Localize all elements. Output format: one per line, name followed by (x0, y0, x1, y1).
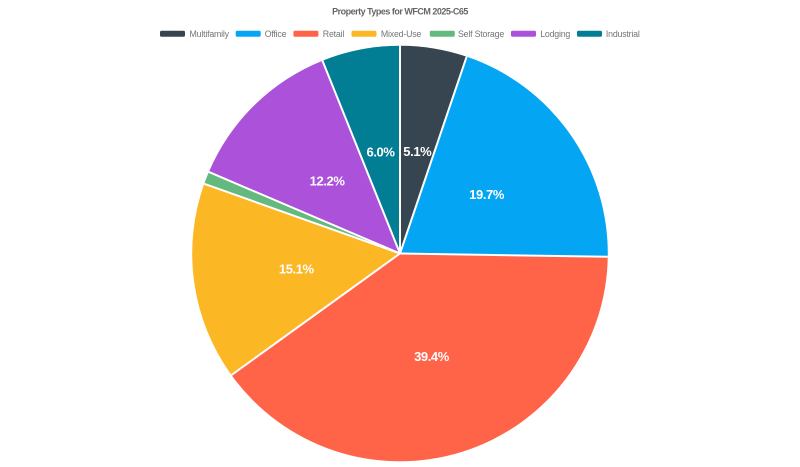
svg-text:Office: Office (265, 29, 287, 39)
svg-text:Property Types for WFCM 2025-C: Property Types for WFCM 2025-C65 (332, 7, 468, 17)
svg-text:Industrial: Industrial (606, 29, 640, 39)
svg-text:Mixed-Use: Mixed-Use (381, 29, 422, 39)
svg-text:Retail: Retail (323, 29, 345, 39)
svg-text:Self Storage: Self Storage (458, 29, 504, 39)
svg-text:6.0%: 6.0% (366, 144, 395, 159)
svg-text:39.4%: 39.4% (414, 349, 450, 364)
svg-text:15.1%: 15.1% (279, 262, 315, 277)
svg-text:12.2%: 12.2% (310, 174, 346, 189)
svg-text:Lodging: Lodging (540, 29, 570, 39)
svg-text:Multifamily: Multifamily (190, 29, 230, 39)
svg-text:5.1%: 5.1% (403, 144, 432, 159)
svg-text:19.7%: 19.7% (469, 187, 505, 202)
